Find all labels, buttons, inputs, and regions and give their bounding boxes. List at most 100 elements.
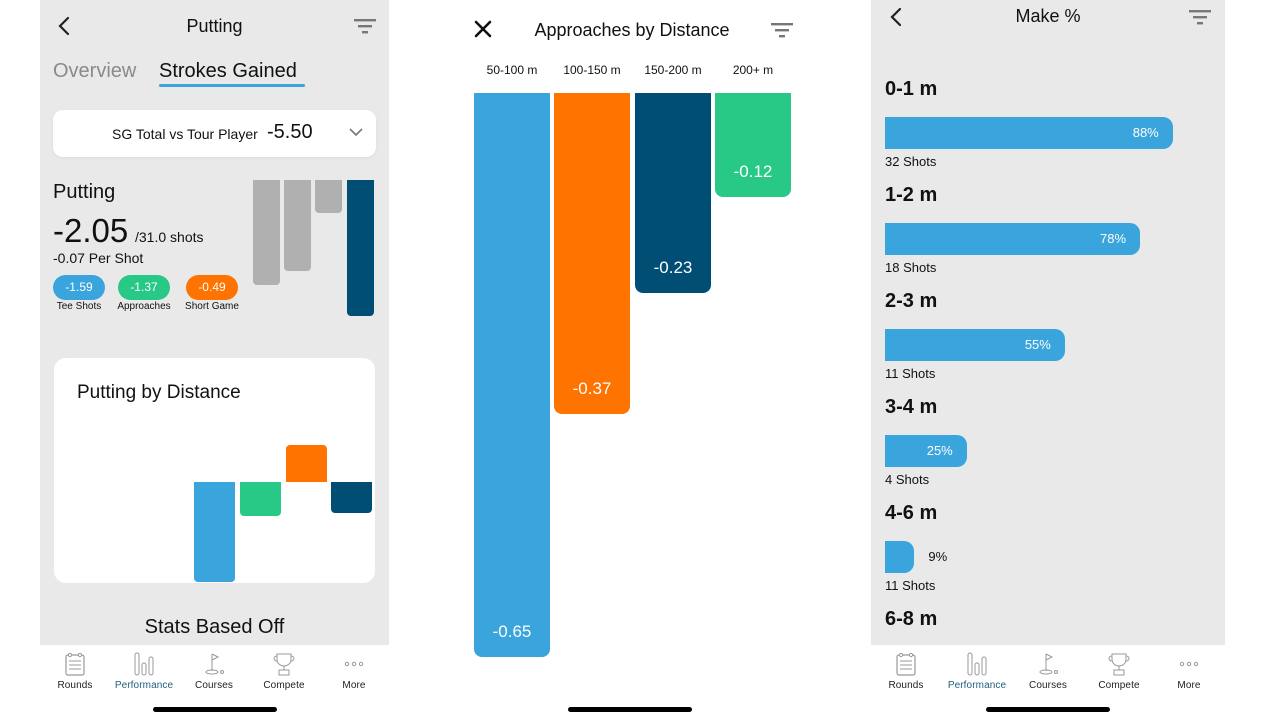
tab-strokes-gained[interactable]: Strokes Gained [159, 60, 297, 82]
tab-label: Compete [1098, 680, 1140, 691]
tab-compete[interactable]: Compete [1084, 651, 1154, 691]
page-title: Approaches by Distance [534, 20, 730, 40]
more-dots-icon [1176, 651, 1202, 677]
putting-heading: Putting [53, 181, 116, 203]
distance-heading: 2-3 m [885, 290, 938, 312]
approaches-screen: Approaches by Distance 50-100 m 100-150 m… [389, 0, 871, 720]
active-tab-indicator [159, 84, 305, 87]
trophy-icon [1106, 651, 1132, 677]
tee-shots-label: Tee Shots [56, 301, 102, 312]
tab-label: Compete [263, 680, 305, 691]
putting-by-distance-card[interactable]: Putting by Distance [54, 358, 375, 583]
home-indicator [986, 707, 1110, 712]
make-percent-label: 55% [1024, 337, 1051, 352]
tab-rounds[interactable]: Rounds [871, 651, 941, 691]
tab-courses[interactable]: Courses [179, 651, 249, 691]
approach-bar[interactable]: -0.65 [474, 93, 550, 657]
approach-bar[interactable]: -0.37 [554, 93, 630, 415]
tab-label: Rounds [57, 680, 93, 691]
tab-label: Rounds [888, 680, 924, 691]
bar-value-label: -0.12 [733, 162, 773, 182]
approaches-pill[interactable]: -1.37 [118, 275, 170, 300]
card-title: Putting by Distance [77, 382, 241, 403]
bar-value-label: -0.23 [653, 257, 693, 277]
make-percent-label: 9% [928, 549, 948, 564]
stats-based-off-heading: Stats Based Off [144, 616, 285, 638]
more-dots-icon [341, 651, 367, 677]
back-arrow-icon[interactable] [53, 14, 77, 38]
tab-label: Courses [195, 680, 233, 691]
distance-bar[interactable] [194, 482, 235, 582]
bar-chart-icon [964, 651, 990, 677]
home-indicator [152, 707, 277, 712]
approach-bar[interactable]: -0.12 [715, 93, 791, 198]
chevron-down-icon [349, 128, 363, 137]
distance-heading: 1-2 m [885, 184, 938, 206]
clipboard-icon [62, 651, 88, 677]
filter-icon[interactable] [771, 22, 793, 38]
make-percent-bar[interactable]: 55% [885, 329, 1065, 361]
make-percent-bar[interactable]: 78% [885, 223, 1141, 255]
make-percent-label: 78% [1100, 231, 1127, 246]
putting-shots: /31.0 shots [135, 229, 204, 245]
make-percent-bar[interactable]: 9% [885, 541, 947, 573]
putting-screen: Putting Overview Strokes Gained SG Total… [40, 0, 389, 720]
shot-count: 4 Shots [885, 472, 930, 487]
distance-heading: 4-6 m [885, 502, 938, 524]
tab-label: More [1177, 680, 1201, 691]
tab-courses[interactable]: Courses [1013, 651, 1083, 691]
sg-total-value: -5.50 [267, 121, 313, 143]
sg-comparison-dropdown[interactable]: SG Total vs Tour Player -5.50 [53, 110, 376, 157]
tab-label: More [342, 680, 366, 691]
tab-performance[interactable]: Performance [109, 651, 179, 691]
tab-label: Performance [114, 680, 174, 691]
distance-heading: 6-8 m [885, 608, 938, 630]
shot-count: 11 Shots [885, 366, 936, 381]
sg-comparison-label: SG Total vs Tour Player [112, 126, 258, 142]
tab-rounds[interactable]: Rounds [40, 651, 110, 691]
tab-label: Performance [947, 680, 1007, 691]
tab-label: Courses [1029, 680, 1067, 691]
filter-icon[interactable] [1189, 9, 1211, 25]
tab-compete[interactable]: Compete [249, 651, 319, 691]
mini-bar-tee-shots [253, 180, 280, 286]
putting-per-shot: -0.07 Per Shot [53, 250, 144, 266]
make-percent-screen: Make % 0-1 m 88% 32 Shots 1-2 m 78% 18 Shots 2… [871, 0, 1225, 720]
page-title: Putting [186, 16, 243, 36]
category-label: 100-150 m [563, 63, 621, 77]
mini-bar-approaches [284, 180, 311, 271]
distance-bar[interactable] [286, 445, 327, 482]
short-game-pill[interactable]: -0.49 [186, 275, 238, 300]
tab-overview[interactable]: Overview [53, 60, 137, 82]
page-title: Make % [1015, 6, 1081, 26]
home-indicator [568, 707, 692, 712]
tee-shots-pill[interactable]: -1.59 [53, 275, 105, 300]
distance-heading: 0-1 m [885, 78, 938, 100]
approaches-label: Approaches [117, 301, 171, 312]
mini-bar-putting [347, 180, 374, 316]
bar-value-label: -0.37 [572, 379, 612, 399]
tab-more[interactable]: More [319, 651, 389, 691]
back-arrow-icon[interactable] [885, 5, 909, 29]
make-percent-bar[interactable]: 25% [885, 435, 967, 467]
make-percent-label: 88% [1132, 125, 1159, 140]
make-percent-label: 25% [926, 443, 953, 458]
make-percent-bar[interactable]: 88% [885, 117, 1173, 149]
close-icon[interactable] [474, 20, 492, 38]
approach-bar[interactable]: -0.23 [635, 93, 711, 293]
category-label: 200+ m [732, 63, 774, 77]
shot-count: 32 Shots [885, 154, 937, 169]
golf-flag-icon [201, 651, 227, 677]
distance-heading: 3-4 m [885, 396, 938, 418]
trophy-icon [271, 651, 297, 677]
short-game-label: Short Game [185, 301, 239, 312]
shot-count: 18 Shots [885, 260, 937, 275]
clipboard-icon [893, 651, 919, 677]
tab-performance[interactable]: Performance [942, 651, 1012, 691]
filter-icon[interactable] [354, 18, 376, 34]
mini-bar-short-game [315, 180, 342, 213]
distance-bar[interactable] [331, 482, 372, 513]
tab-more[interactable]: More [1154, 651, 1224, 691]
bar-value-label: -0.65 [492, 622, 532, 641]
distance-bar[interactable] [240, 482, 281, 516]
